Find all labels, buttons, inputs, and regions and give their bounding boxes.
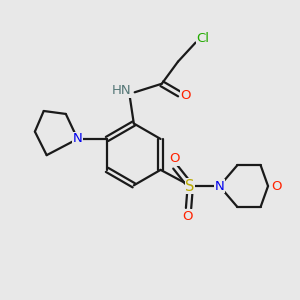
Text: S: S [185,178,195,194]
Text: O: O [169,152,180,165]
Text: N: N [73,133,82,146]
Text: N: N [214,180,224,193]
Text: O: O [183,210,193,223]
Text: O: O [181,89,191,102]
Text: HN: HN [112,84,132,97]
Text: Cl: Cl [196,32,209,46]
Text: O: O [271,180,281,193]
